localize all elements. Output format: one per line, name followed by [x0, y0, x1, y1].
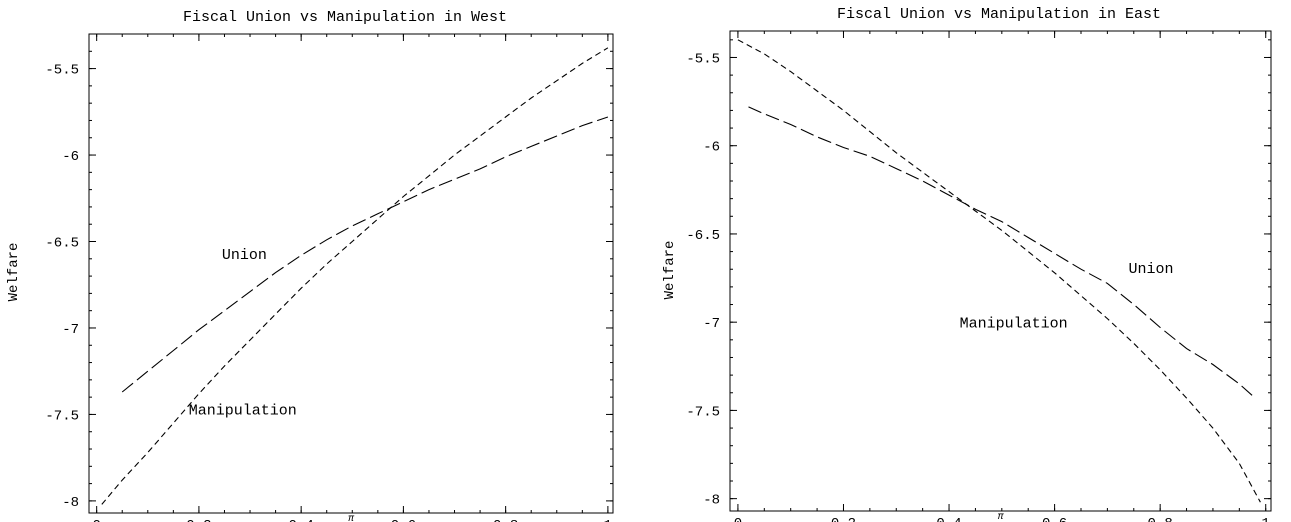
west-x-tick-label: 1 [604, 518, 612, 522]
east-x-axis-label: π [997, 512, 1004, 522]
east-y-tick-label: -8 [703, 493, 720, 509]
east-plot-frame [729, 30, 1272, 512]
east-annotation-union: Union [1128, 261, 1173, 278]
east-series-union [748, 106, 1256, 399]
east-series-manipulation [737, 39, 1261, 503]
east-x-tick-label: 0 [734, 516, 742, 522]
east-y-tick-label: -6 [703, 140, 720, 156]
east-y-tick-label: -7 [703, 316, 720, 332]
east-x-tick-label: 0.4 [936, 516, 961, 522]
west-annotation-union: Union [222, 247, 267, 264]
west-y-tick-label: -6.5 [45, 236, 79, 252]
west-series-union [121, 116, 609, 393]
east-y-axis-label: Welfare [662, 241, 678, 300]
east-x-tick-label: 0.2 [831, 516, 856, 522]
west-x-tick-label: 0.6 [391, 518, 416, 522]
west-y-tick-label: -6 [62, 149, 79, 165]
west-x-axis-label: π [348, 514, 355, 522]
west-y-tick-label: -5.5 [45, 63, 79, 79]
east-annotation-manipulation: Manipulation [960, 315, 1068, 332]
east-x-tick-label: 0.8 [1148, 516, 1173, 522]
west-chart-title: Fiscal Union vs Manipulation in West [183, 9, 507, 26]
west-x-tick-label: 0 [92, 518, 100, 522]
west-x-tick-label: 0.4 [289, 518, 314, 522]
east-y-tick-label: -7.5 [686, 404, 720, 420]
west-x-tick-label: 0.8 [493, 518, 518, 522]
east-x-tick-label: 1 [1262, 516, 1270, 522]
west-y-tick-label: -7 [62, 322, 79, 338]
west-y-tick-label: -8 [62, 495, 79, 511]
east-chart: Fiscal Union vs Manipulation in East Welf… [662, 6, 1272, 522]
west-y-axis-label: Welfare [6, 243, 22, 302]
west-annotation-manipulation: Manipulation [189, 402, 297, 419]
west-series-manipulation [101, 47, 609, 505]
east-y-tick-label: -6.5 [686, 228, 720, 244]
west-x-tick-label: 0.2 [186, 518, 211, 522]
east-y-tick-label: -5.5 [686, 51, 720, 67]
east-x-tick-label: 0.6 [1042, 516, 1067, 522]
west-chart: Fiscal Union vs Manipulation in West Welf… [6, 9, 614, 522]
east-chart-title: Fiscal Union vs Manipulation in East [837, 6, 1161, 23]
west-y-tick-label: -7.5 [45, 408, 79, 424]
west-plot-frame [88, 33, 614, 514]
